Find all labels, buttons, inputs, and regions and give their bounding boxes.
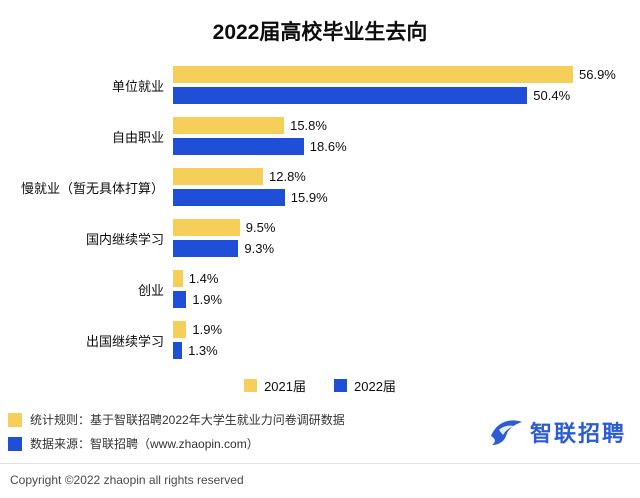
note-marker-icon bbox=[8, 412, 22, 427]
legend-label: 2022届 bbox=[354, 379, 396, 394]
value-label: 9.5% bbox=[245, 220, 276, 235]
bar-row: 50.4% bbox=[173, 87, 616, 104]
value-label: 50.4% bbox=[533, 88, 571, 103]
value-label: 18.6% bbox=[309, 139, 347, 154]
value-label: 9.3% bbox=[244, 241, 275, 256]
bar-row: 18.6% bbox=[173, 138, 347, 155]
value-label: 1.4% bbox=[188, 271, 219, 286]
bar-pair: 56.9% 50.4% bbox=[173, 66, 616, 104]
note-text: 统计规则：基于智联招聘2022年大学生就业力问卷调研数据 bbox=[30, 413, 345, 427]
bar-2021届 bbox=[173, 270, 183, 287]
category-label: 创业 bbox=[137, 282, 164, 298]
bar-row: 1.9% bbox=[173, 321, 222, 338]
legend-swatch-icon bbox=[334, 379, 347, 392]
copyright-text: Copyright ©2022 zhaopin all rights reser… bbox=[0, 463, 640, 498]
bar-row: 12.8% bbox=[173, 168, 328, 185]
bar-pair: 15.8% 18.6% bbox=[173, 117, 347, 155]
value-label: 12.8% bbox=[269, 169, 306, 184]
chart-title: 2022届高校毕业生去向 bbox=[212, 21, 428, 44]
chart-group: 慢就业（暂无具体打算） 12.8% 15.9% bbox=[0, 168, 640, 206]
value-label: 15.9% bbox=[290, 190, 328, 205]
bar-2022届 bbox=[173, 291, 187, 308]
bar-chart: 单位就业 56.9% 50.4% 自由职业 15.8% 18.6% 慢就业（暂无具体打算） 1… bbox=[0, 66, 640, 359]
legend-item: 2022届 bbox=[334, 376, 396, 395]
legend-swatch-icon bbox=[244, 379, 258, 392]
category-label: 慢就业（暂无具体打算） bbox=[20, 180, 164, 196]
value-label: 1.9% bbox=[192, 292, 223, 307]
bar-row: 1.3% bbox=[173, 342, 222, 359]
chart-group: 国内继续学习 9.5% 9.3% bbox=[0, 219, 640, 257]
bar-row: 9.3% bbox=[173, 240, 275, 257]
bar-pair: 1.4% 1.9% bbox=[173, 270, 222, 308]
bar-row: 1.9% bbox=[173, 291, 222, 308]
category-label: 出国继续学习 bbox=[85, 333, 164, 349]
bar-row: 56.9% bbox=[173, 66, 616, 83]
legend-item: 2021届 bbox=[244, 376, 306, 395]
footer-notes: 统计规则：基于智联招聘2022年大学生就业力问卷调研数据 数据来源：智联招聘（ww… bbox=[8, 411, 345, 452]
bar-2021届 bbox=[173, 117, 285, 134]
value-label: 15.8% bbox=[290, 118, 327, 133]
bar-2021届 bbox=[173, 321, 187, 338]
bar-row: 15.8% bbox=[173, 117, 347, 134]
zhaopin-logo: 智联招聘 bbox=[489, 416, 626, 448]
bar-2021届 bbox=[173, 168, 263, 185]
bar-row: 9.5% bbox=[173, 219, 275, 236]
bar-pair: 9.5% 9.3% bbox=[173, 219, 275, 257]
value-label: 1.3% bbox=[188, 343, 218, 358]
bar-2022届 bbox=[173, 240, 239, 257]
category-label: 自由职业 bbox=[111, 129, 164, 145]
bar-2021届 bbox=[173, 219, 240, 236]
bar-2022届 bbox=[173, 138, 304, 155]
bar-2022届 bbox=[173, 87, 528, 104]
chart-legend: 2021届 2022届 bbox=[0, 376, 640, 395]
chart-group: 单位就业 56.9% 50.4% bbox=[0, 66, 640, 104]
value-label: 56.9% bbox=[579, 67, 616, 82]
chart-group: 创业 1.4% 1.9% bbox=[0, 270, 640, 308]
bar-row: 1.4% bbox=[173, 270, 222, 287]
footer-note: 数据来源：智联招聘（www.zhaopin.com） bbox=[8, 435, 345, 452]
bar-pair: 1.9% 1.3% bbox=[173, 321, 222, 359]
zhaopin-bird-icon bbox=[489, 417, 523, 447]
bar-row: 15.9% bbox=[173, 189, 328, 206]
bar-2021届 bbox=[173, 66, 573, 83]
bar-pair: 12.8% 15.9% bbox=[173, 168, 328, 206]
chart-group: 出国继续学习 1.9% 1.3% bbox=[0, 321, 640, 359]
bar-2022届 bbox=[173, 189, 285, 206]
legend-label: 2021届 bbox=[264, 379, 306, 394]
category-label: 单位就业 bbox=[111, 78, 164, 94]
note-marker-icon bbox=[8, 436, 22, 451]
chart-group: 自由职业 15.8% 18.6% bbox=[0, 117, 640, 155]
footer-note: 统计规则：基于智联招聘2022年大学生就业力问卷调研数据 bbox=[8, 411, 345, 428]
footer-row: 统计规则：基于智联招聘2022年大学生就业力问卷调研数据 数据来源：智联招聘（ww… bbox=[0, 395, 640, 452]
category-label: 国内继续学习 bbox=[85, 231, 164, 247]
note-text: 数据来源：智联招聘（www.zhaopin.com） bbox=[30, 437, 259, 451]
bar-2022届 bbox=[173, 342, 183, 359]
zhaopin-logo-text: 智联招聘 bbox=[529, 420, 626, 446]
value-label: 1.9% bbox=[192, 322, 223, 337]
